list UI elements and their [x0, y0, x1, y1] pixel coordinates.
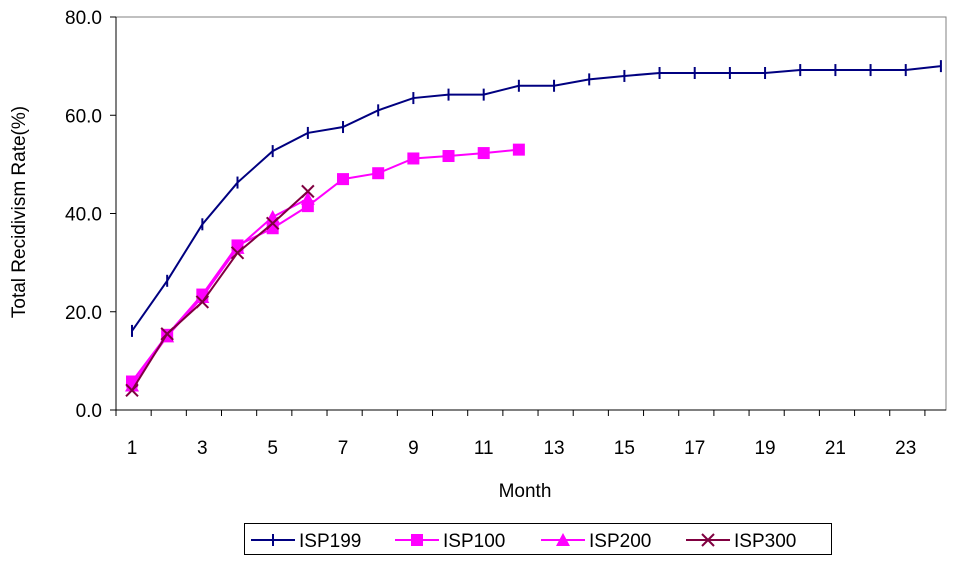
legend-label: ISP300 [734, 531, 796, 552]
x-tick-label: 13 [543, 438, 564, 459]
data-point [125, 383, 139, 398]
x-axis-title: Month [499, 481, 552, 502]
tick-labels: 0.020.040.060.080.01 3 5 7 9 11 13 15 17 19 21 23 [65, 8, 916, 459]
legend-item-isp199: ISP199 [251, 531, 361, 552]
x-tick-label: 15 [614, 438, 635, 459]
series-isp300 [125, 184, 315, 398]
y-tick-label: 40.0 [65, 205, 102, 226]
data-point [477, 147, 490, 160]
x-marker-stroke [125, 383, 139, 398]
x-tick-label: 7 [338, 438, 349, 459]
y-tick-label: 80.0 [65, 8, 102, 29]
series-isp100 [126, 143, 525, 388]
data-point [512, 143, 525, 156]
data-point [337, 173, 350, 186]
data-point [265, 216, 280, 231]
data-point [372, 167, 385, 180]
data-point [300, 191, 315, 205]
legend-marker [701, 533, 715, 547]
legend-label: ISP200 [589, 531, 651, 552]
series-isp199 [131, 60, 942, 337]
legend-items: ISP199 ISP100 ISP200 ISP300 [251, 531, 796, 552]
legend-marker [411, 534, 423, 546]
legend-item-isp300: ISP300 [686, 531, 796, 552]
plot-frame [115, 16, 947, 411]
x-tick-label: 17 [684, 438, 705, 459]
x-tick-label: 11 [474, 438, 494, 459]
axes [110, 16, 947, 416]
legend-item-isp100: ISP100 [395, 531, 505, 552]
data-point [195, 295, 210, 309]
data-point [301, 184, 315, 199]
x-marker-stroke [265, 216, 280, 231]
legend-label: ISP199 [299, 531, 361, 552]
y-tick-label: 20.0 [65, 303, 102, 324]
legend-label: ISP100 [443, 531, 505, 552]
x-tick-label: 21 [825, 438, 846, 459]
x-marker-stroke [160, 327, 174, 341]
series-line [131, 190, 309, 391]
legend: ISP199 ISP100 ISP200 ISP300 [244, 523, 832, 555]
data-point [442, 150, 455, 163]
data-point [230, 246, 245, 260]
series-line [131, 148, 519, 383]
x-tick-label: 1 [127, 438, 138, 459]
x-marker-stroke [230, 246, 245, 260]
data-point [265, 209, 280, 223]
x-marker-stroke [301, 184, 315, 199]
series-line [131, 65, 942, 332]
x-tick-label: 9 [408, 438, 419, 459]
legend-item-isp200: ISP200 [541, 531, 651, 552]
data-point [407, 152, 420, 165]
x-marker-stroke [701, 533, 715, 547]
x-tick-label: 5 [267, 438, 278, 459]
data-point [160, 327, 174, 341]
y-tick-label: 60.0 [65, 106, 102, 127]
x-tick-label: 19 [754, 438, 775, 459]
y-tick-label: 0.0 [76, 401, 102, 422]
series-layer [125, 60, 942, 398]
series-isp200 [125, 191, 315, 392]
x-marker-stroke [195, 295, 210, 309]
x-tick-label: 23 [895, 438, 916, 459]
y-axis-title: Total Recidivism Rate(%) [9, 106, 30, 318]
x-tick-label: 3 [197, 438, 208, 459]
legend-marker [556, 533, 570, 546]
